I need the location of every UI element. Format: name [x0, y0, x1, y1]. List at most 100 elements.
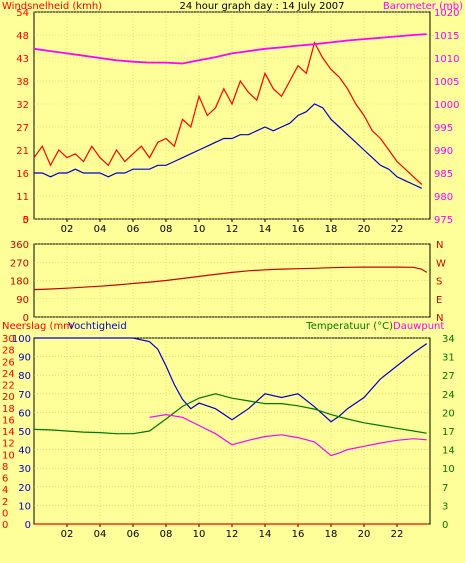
chart2-left-tick-label: 270 [10, 258, 29, 269]
chart3-humidity-tick-label: 100 [12, 334, 31, 345]
chart2-right-tick-label: S [436, 277, 442, 288]
chart3-right-label: Temperatuur (°C) [305, 321, 393, 332]
chart3-x-tick-label: 20 [358, 529, 371, 540]
chart3-humidity-tick-label: 20 [18, 483, 31, 494]
chart3-left-label2: Vochtigheid [68, 321, 127, 332]
chart3-rain-tick-label: 26 [2, 357, 15, 368]
chart1-right-tick-label: 1000 [434, 100, 459, 111]
chart1-left-tick-label: 16 [16, 169, 29, 180]
chart2-left-tick-label: 0 [23, 313, 29, 324]
chart1-right-axis: 975 980 985 990 995 1000 1005 1010 1015 1020 [434, 8, 459, 226]
chart3-humidity-tick-label: 30 [18, 464, 31, 475]
chart1-x-tick-label: 12 [226, 224, 239, 235]
chart3-x-tick-label: 02 [61, 529, 74, 540]
chart3-left-axis: 0102030405060708090100002468101214161820… [2, 334, 31, 531]
chart3-rain-tick-label: 0 [2, 508, 8, 519]
chart1-right-tick-label: 985 [434, 169, 453, 180]
chart3-x-tick-label: 16 [292, 529, 305, 540]
chart1-left-tick-label: 43 [16, 54, 29, 65]
chart1-left-tick-label: 48 [16, 31, 29, 42]
chart1-x-tick-label: 18 [325, 224, 338, 235]
chart1-title: 24 hour graph day : 14 July 2007 [179, 1, 344, 12]
chart1-right-tick-label: 990 [434, 146, 453, 157]
chart3-temperature-tick-label: 24 [442, 390, 455, 401]
chart1-x-axis: 02 04 06 08 10 12 14 16 18 20 22 [61, 219, 404, 235]
chart3-x-tick-label: 04 [94, 529, 107, 540]
chart3-humidity-tick-label: 40 [18, 446, 31, 457]
chart3-rain-tick-label: 10 [2, 450, 15, 461]
chart1-series-0-line [33, 41, 423, 185]
chart3-grid [34, 337, 430, 525]
chart3-temperature-tick-label: 3 [442, 501, 448, 512]
chart3-temperature-tick-label: 34 [442, 334, 455, 345]
chart3-humidity-tick-label: 70 [18, 390, 31, 401]
chart3-temperature-tick-label: 10 [442, 464, 455, 475]
chart1-left-tick-label: 32 [16, 100, 29, 111]
chart2-right-tick-label: N [436, 240, 443, 251]
chart3-rain-tick-label: 22 [2, 381, 15, 392]
chart3-rain-tick-label: 24 [2, 369, 15, 380]
chart3-x-tick-label: 06 [127, 529, 140, 540]
chart1-x-tick-label: 22 [391, 224, 404, 235]
chart1-left-tick-label: 0 [23, 215, 29, 226]
chart3-humidity-tick-label: 50 [18, 427, 31, 438]
chart2-left-tick-label: 360 [10, 240, 29, 251]
chart1-right-tick-label: 1015 [434, 31, 459, 42]
chart3-temperature-tick-label: 31 [442, 353, 455, 364]
chart3-rain-tick-label: 4 [2, 485, 8, 496]
chart3-humidity-tick-label: 80 [18, 371, 31, 382]
chart1-x-tick-label: 06 [127, 224, 140, 235]
chart3-x-tick-label: 08 [160, 529, 173, 540]
chart1-left-tick-label: 38 [16, 77, 29, 88]
chart1-x-tick-label: 08 [160, 224, 173, 235]
chart3-humidity-tick-label: 90 [18, 353, 31, 364]
chart1-left-tick-label: 27 [16, 123, 29, 134]
chart1-series-2-line [33, 33, 427, 65]
chart1-plot-area [33, 11, 431, 220]
chart3-temperature-tick-label: 7 [442, 483, 448, 494]
chart1-right-tick-label: 1010 [434, 54, 459, 65]
chart3-rain-tick-label: 2 [2, 497, 8, 508]
chart1-left-axis: 5 11 16 21 27 32 38 43 48 54 0 [16, 8, 29, 226]
chart3-x-tick-label: 18 [325, 529, 338, 540]
chart3-rain-tick-label: 0 [2, 520, 8, 531]
chart1-series [33, 33, 427, 189]
chart1-left-label: Windsnelheid (kmh) [2, 1, 102, 12]
chart3-humidity-tick-label: 10 [18, 501, 31, 512]
chart3-temperature-tick-label: 17 [442, 427, 455, 438]
chart2-series-0-line [33, 266, 428, 291]
chart1-x-tick-label: 04 [94, 224, 107, 235]
chart3-rain-tick-label: 14 [2, 427, 15, 438]
chart1-left-tick-label: 11 [16, 192, 29, 203]
chart3-right-label2: Dauwpunt [393, 321, 444, 332]
chart3-rain-tick-label: 30 [2, 334, 15, 345]
chart3-series-1-line [33, 393, 427, 435]
chart3-x-axis: 02 04 06 08 10 12 14 16 18 20 22 [61, 524, 403, 540]
chart3-rain-tick-label: 12 [2, 439, 15, 450]
chart3-humidity-tick-label: 0 [25, 520, 31, 531]
chart3-right-axis: 0 3 7 10 14 17 20 24 27 31 34 [442, 334, 455, 531]
chart3-x-tick-label: 12 [226, 529, 239, 540]
chart3-series [33, 337, 428, 525]
chart2-right-tick-label: W [436, 258, 446, 269]
chart1-left-tick-label: 21 [16, 146, 29, 157]
chart3-rain-tick-label: 8 [2, 462, 8, 473]
chart3-rain-tick-label: 6 [2, 474, 8, 485]
chart1-left-tick-label: 5 [23, 215, 29, 226]
chart3-temperature-tick-label: 14 [442, 446, 455, 457]
chart2-left-tick-label: 180 [10, 277, 29, 288]
chart2-right-tick-label: N [436, 313, 443, 324]
chart1-right-tick-label: 975 [434, 215, 453, 226]
chart2-series [33, 266, 428, 291]
chart3-series-0-line [34, 337, 428, 423]
chart1-x-tick-label: 16 [292, 224, 305, 235]
chart1-right-label: Barometer (mb) [383, 1, 463, 12]
chart3-rain-tick-label: 16 [2, 415, 15, 426]
chart1-x-tick-label: 14 [259, 224, 272, 235]
chart1-right-tick-label: 1020 [434, 8, 459, 19]
chart1-right-tick-label: 1005 [434, 77, 459, 88]
chart3-temperature-tick-label: 27 [442, 371, 455, 382]
chart3-series-2-line [149, 413, 427, 457]
chart1-right-tick-label: 995 [434, 123, 453, 134]
chart1-x-tick-label: 02 [61, 224, 74, 235]
